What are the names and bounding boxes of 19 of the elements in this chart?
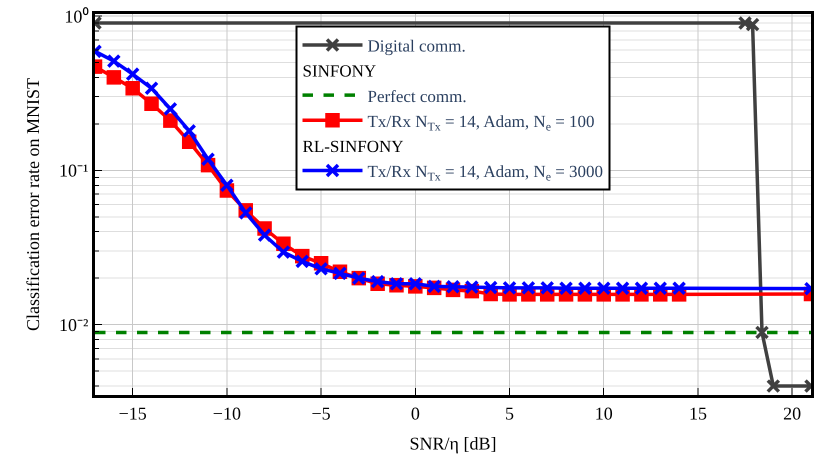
x-tick-label: −5 [312, 404, 331, 424]
x-tick-label: 0 [410, 404, 420, 424]
legend-label: Tx/Rx N$_{Tx}$ = 14, Adam, N$_{e}$ = 3000 [368, 162, 604, 184]
x-tick-label: 10 [594, 404, 613, 424]
x-tick-label: −15 [118, 404, 147, 424]
y-tick-label: 10⁰ [64, 6, 88, 26]
x-tick-label: 5 [505, 404, 514, 424]
y-axis-title: Classification error rate on MNIST [23, 78, 44, 331]
annotation: RL-SINFONY [302, 137, 404, 156]
legend-label: Perfect comm. [368, 86, 467, 106]
y-tick-label: 10⁻² [58, 314, 88, 335]
x-tick-label: −10 [212, 404, 241, 424]
y-tick-label: 10⁻¹ [58, 160, 88, 181]
annotation: SINFONY [302, 62, 376, 81]
legend-label: Tx/Rx N$_{Tx}$ = 14, Adam, N$_{e}$ = 100 [368, 112, 595, 134]
x-axis-title: SNR/η [dB] [410, 434, 496, 454]
x-tick-label: 20 [783, 404, 802, 424]
x-tick-label: 15 [688, 404, 707, 424]
legend-label: Digital comm. [368, 36, 466, 56]
